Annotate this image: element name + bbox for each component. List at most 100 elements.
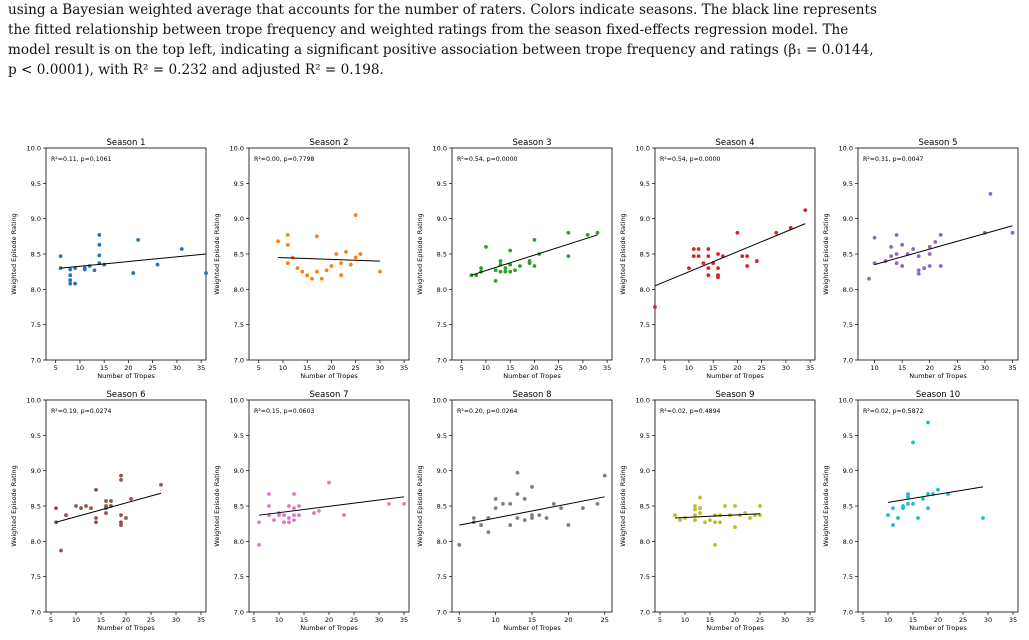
data-point bbox=[906, 501, 910, 506]
data-point bbox=[136, 237, 141, 242]
data-point bbox=[119, 520, 123, 525]
x-tick-label: 5 bbox=[54, 364, 58, 372]
scatter-panel: Season 1 7.0 7.5 8.0 8.5 9.0 9.5 10.0 5 10 15 20 25 3… bbox=[10, 138, 208, 380]
x-tick-label: 35 bbox=[1008, 364, 1016, 372]
scatter-panel: Season 6 7.0 7.5 8.0 8.5 9.0 9.5 10.0 5 10 15 20 25 3… bbox=[10, 390, 207, 632]
x-tick-label: 5 bbox=[663, 364, 667, 372]
y-tick-label: 8.5 bbox=[234, 251, 244, 259]
x-tick-label: 15 bbox=[506, 364, 514, 372]
data-point bbox=[97, 253, 102, 258]
data-point bbox=[891, 506, 895, 511]
x-tick-label: 25 bbox=[758, 364, 766, 372]
data-point bbox=[703, 520, 707, 525]
fit-line bbox=[674, 513, 761, 519]
axes-frame bbox=[45, 399, 207, 613]
x-tick-label: 10 bbox=[491, 616, 499, 624]
data-point bbox=[900, 264, 905, 268]
data-point bbox=[508, 262, 513, 267]
data-point bbox=[469, 273, 474, 278]
data-point bbox=[911, 501, 915, 506]
data-point bbox=[68, 273, 73, 278]
y-tick-label: 7.5 bbox=[234, 321, 244, 329]
y-tick-label: 8.5 bbox=[640, 251, 650, 259]
data-point bbox=[285, 261, 290, 266]
data-point bbox=[119, 523, 123, 527]
panel-title: Season 1 bbox=[107, 138, 146, 148]
data-point bbox=[698, 506, 702, 511]
data-point bbox=[708, 518, 712, 523]
data-point bbox=[493, 506, 498, 511]
scatter-panel: Season 5 7.0 7.5 8.0 8.5 9.0 9.5 10.0 10 15 20 25 30… bbox=[822, 138, 1019, 380]
x-tick-label: 10 bbox=[870, 364, 878, 372]
data-point bbox=[124, 516, 128, 520]
data-point bbox=[493, 497, 498, 501]
y-axis-label: Weighted Episode Rating bbox=[822, 465, 830, 546]
data-point bbox=[926, 492, 930, 496]
data-point bbox=[109, 499, 113, 503]
data-point bbox=[324, 268, 329, 273]
data-point bbox=[314, 234, 319, 239]
data-point bbox=[276, 239, 280, 244]
data-point bbox=[317, 509, 321, 513]
data-point bbox=[673, 513, 677, 518]
data-point bbox=[716, 266, 720, 271]
data-point bbox=[73, 281, 77, 286]
y-tick-label: 7.5 bbox=[640, 321, 650, 329]
data-point bbox=[353, 255, 358, 260]
data-point bbox=[498, 259, 503, 263]
data-point bbox=[867, 276, 871, 281]
y-tick-label: 8.5 bbox=[234, 503, 244, 511]
x-tick-label: 35 bbox=[400, 616, 408, 624]
x-tick-label: 10 bbox=[685, 364, 693, 372]
x-tick-label: 30 bbox=[782, 364, 790, 372]
y-tick-label: 8.0 bbox=[31, 286, 41, 294]
fit-line bbox=[60, 253, 207, 269]
data-point bbox=[900, 242, 905, 247]
x-tick-label: 30 bbox=[172, 616, 180, 624]
data-point bbox=[566, 230, 571, 235]
data-point bbox=[927, 252, 932, 256]
data-point bbox=[696, 247, 701, 251]
data-point bbox=[716, 275, 720, 280]
data-point bbox=[515, 516, 520, 520]
data-point bbox=[92, 268, 97, 273]
x-tick-label: 15 bbox=[706, 616, 714, 624]
data-point bbox=[889, 245, 894, 249]
data-point bbox=[179, 247, 184, 251]
x-tick-label: 20 bbox=[325, 616, 333, 624]
scatter-panel: Season 4 7.0 7.5 8.0 8.5 9.0 9.5 10.0 5 10 15 20 25 3… bbox=[619, 138, 816, 380]
data-point bbox=[532, 237, 537, 242]
stats-annotation: R²=0.15, p=0.0603 bbox=[254, 408, 315, 415]
x-tick-label: 25 bbox=[555, 364, 563, 372]
y-axis-label: Weighted Episode Rating bbox=[213, 465, 221, 546]
data-point bbox=[319, 276, 324, 281]
x-tick-label: 25 bbox=[147, 616, 155, 624]
data-point bbox=[517, 264, 522, 268]
data-point bbox=[68, 281, 73, 286]
x-axis-label: Number of Tropes bbox=[909, 624, 967, 632]
x-tick-label: 10 bbox=[76, 364, 84, 372]
stats-annotation: R²=0.54, p=0.0000 bbox=[457, 156, 518, 163]
data-point bbox=[701, 261, 706, 266]
data-point bbox=[886, 513, 890, 518]
y-axis-label: Weighted Episode Rating bbox=[619, 465, 627, 546]
axes-frame bbox=[45, 147, 207, 361]
x-tick-label: 25 bbox=[756, 616, 764, 624]
data-point bbox=[64, 513, 68, 518]
stats-annotation: R²=0.02, p=0.5872 bbox=[863, 408, 924, 415]
data-point bbox=[754, 259, 759, 263]
data-point bbox=[748, 516, 752, 520]
data-point bbox=[104, 511, 108, 515]
data-point bbox=[693, 518, 697, 523]
axes-frame bbox=[248, 147, 410, 361]
stats-annotation: R²=0.11, p=0.1061 bbox=[51, 156, 112, 163]
data-point bbox=[916, 254, 921, 259]
data-point bbox=[503, 269, 508, 274]
data-point bbox=[981, 516, 985, 520]
y-tick-label: 7.0 bbox=[843, 609, 853, 617]
x-tick-label: 20 bbox=[733, 364, 741, 372]
data-point bbox=[901, 506, 905, 511]
data-point bbox=[508, 523, 513, 527]
y-tick-label: 9.0 bbox=[843, 215, 853, 223]
data-point bbox=[89, 506, 93, 511]
